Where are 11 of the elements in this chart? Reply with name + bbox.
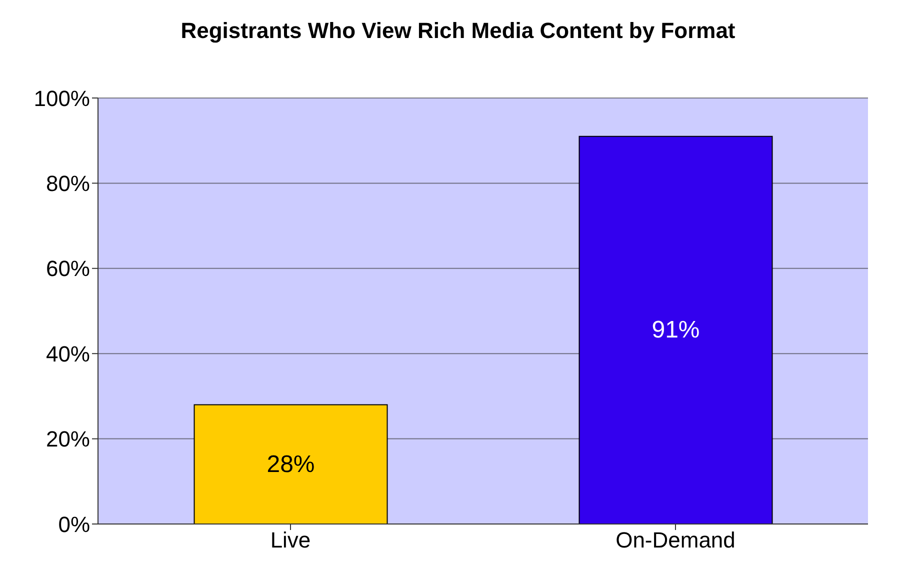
y-tick-label: 100% (34, 86, 90, 111)
data-label: 91% (652, 316, 700, 344)
y-tick-label: 0% (58, 512, 90, 537)
x-tick-label: On-Demand (616, 528, 736, 553)
x-tick-label: Live (270, 528, 311, 553)
chart-title: Registrants Who View Rich Media Content by Format (180, 17, 736, 45)
data-label: 28% (266, 450, 315, 478)
y-tick-label: 80% (46, 171, 90, 196)
y-tick-label: 40% (46, 341, 90, 366)
y-tick-label: 20% (46, 426, 90, 452)
y-tick-label: 60% (46, 256, 90, 282)
